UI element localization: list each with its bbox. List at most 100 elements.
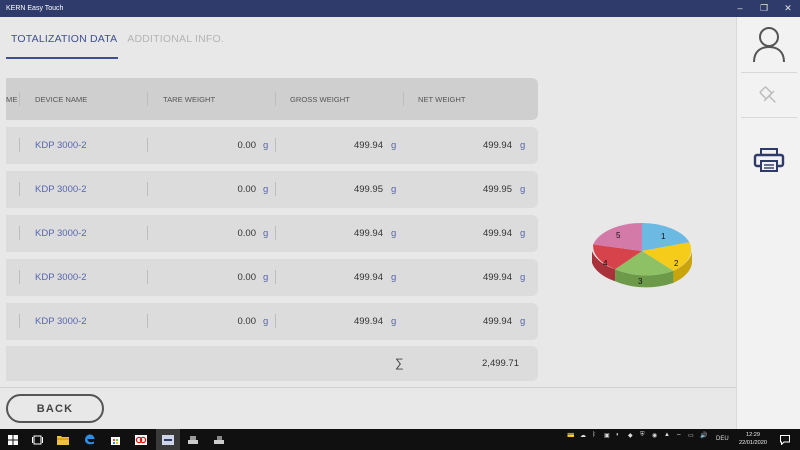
table-row[interactable]: KDP 3000-2 0.00 g 499.95 g 499.95 g: [6, 171, 538, 208]
language-indicator[interactable]: DEU: [716, 436, 729, 442]
gross-unit: g: [391, 272, 397, 283]
pie-label-3: 3: [638, 277, 643, 286]
column-separator: [19, 92, 20, 106]
column-header-tare: TARE WEIGHT: [163, 95, 216, 104]
total-net-weight: 2,499.71: [482, 358, 519, 369]
column-separator: [19, 270, 20, 284]
scale-app-2-icon: [214, 435, 224, 444]
net-unit: g: [520, 272, 526, 283]
gross-unit: g: [391, 316, 397, 327]
back-button[interactable]: BACK: [6, 394, 104, 423]
tab-totalization-data[interactable]: TOTALIZATION DATA: [11, 33, 118, 45]
tray-volume-icon[interactable]: 🔊: [700, 433, 708, 439]
tray-app-icon[interactable]: ◉: [652, 433, 658, 439]
tare-value: 0.00: [237, 272, 257, 283]
pie-label-2: 2: [674, 259, 679, 268]
scale-app-icon: [188, 435, 198, 444]
pie-slice-1: [642, 223, 690, 251]
pie-chart: 1 2 3 4 5: [592, 222, 692, 288]
scale-app-button[interactable]: [182, 429, 204, 450]
net-value: 499.94: [482, 316, 512, 327]
tare-unit: g: [263, 316, 269, 327]
red-app-button[interactable]: [130, 429, 152, 450]
tare-unit: g: [263, 272, 269, 283]
column-separator: [19, 226, 20, 240]
user-button[interactable]: [737, 25, 800, 63]
column-separator: [403, 92, 404, 106]
right-sidebar: [736, 17, 800, 429]
pin-button[interactable]: [737, 84, 800, 108]
clock-date: 22/01/2020: [739, 440, 767, 446]
gross-value: 499.94: [353, 228, 383, 239]
print-button[interactable]: [737, 147, 800, 173]
edge-button[interactable]: [78, 429, 100, 450]
device-name-link[interactable]: KDP 3000-2: [35, 316, 87, 327]
notification-center-button[interactable]: [776, 429, 794, 450]
table-row[interactable]: KDP 3000-2 0.00 g 499.94 g 499.94 g: [6, 303, 538, 340]
pie-label-4: 4: [603, 259, 608, 268]
table-row[interactable]: KDP 3000-2 0.00 g 499.94 g 499.94 g: [6, 215, 538, 252]
pie-label-1: 1: [661, 232, 666, 241]
net-unit: g: [520, 316, 526, 327]
column-separator: [275, 314, 276, 328]
tray-pay-icon[interactable]: 💳: [567, 433, 575, 439]
tray-app-icon[interactable]: ▲: [664, 432, 670, 438]
footer-divider: [0, 387, 736, 388]
active-tab-indicator: [6, 57, 118, 59]
gross-value: 499.94: [353, 316, 383, 327]
restore-button[interactable]: ❐: [759, 3, 769, 13]
column-header-net: NET WEIGHT: [418, 95, 466, 104]
tare-unit: g: [263, 228, 269, 239]
tray-shield-icon[interactable]: ⛨: [640, 432, 645, 438]
device-name-link[interactable]: KDP 3000-2: [35, 272, 87, 283]
main-area: TOTALIZATION DATA ADDITIONAL INFO. ME DE…: [0, 17, 736, 429]
column-separator: [147, 226, 148, 240]
tray-cloud-icon[interactable]: ☁: [580, 433, 586, 439]
pie-slice-5: [593, 222, 642, 251]
device-name-link[interactable]: KDP 3000-2: [35, 184, 87, 195]
pie-label-5: 5: [616, 231, 621, 240]
tray-network-icon[interactable]: ▣: [604, 433, 610, 439]
kern-easy-touch-icon: [162, 434, 174, 445]
net-unit: g: [520, 228, 526, 239]
minimize-button[interactable]: –: [737, 3, 743, 13]
notification-icon: [780, 434, 790, 445]
gross-value: 499.94: [353, 140, 383, 151]
task-view-icon: [31, 435, 43, 444]
table-row[interactable]: KDP 3000-2 0.00 g 499.94 g 499.94 g: [6, 127, 538, 164]
device-name-link[interactable]: KDP 3000-2: [35, 140, 87, 151]
tare-value: 0.00: [237, 228, 257, 239]
pie-side: [592, 251, 692, 288]
file-explorer-icon: [57, 435, 69, 445]
pie-slice-4: [593, 244, 642, 270]
tray-app-icon[interactable]: ◆: [628, 433, 633, 439]
tare-value: 0.00: [237, 140, 257, 151]
store-button[interactable]: [104, 429, 126, 450]
tray-app-icon[interactable]: ◐: [616, 432, 620, 438]
close-button[interactable]: ✕: [784, 3, 792, 13]
column-separator: [275, 270, 276, 284]
sum-icon: ∑: [395, 356, 404, 370]
gross-value: 499.95: [353, 184, 383, 195]
tray-wifi-icon[interactable]: ⌔: [676, 434, 682, 440]
total-row: ∑ 2,499.71: [6, 346, 538, 381]
device-name-link[interactable]: KDP 3000-2: [35, 228, 87, 239]
task-view-button[interactable]: [26, 429, 48, 450]
pie-side-2: [673, 251, 692, 283]
column-separator: [19, 182, 20, 196]
start-button[interactable]: [4, 429, 22, 450]
taskbar: 💳 ☁ ᛒ ▣ ◐ ◆ ⛨ ◉ ▲ ⌔ ▭ 🔊 DEU 12:29 22/01/…: [0, 429, 800, 450]
column-separator: [147, 92, 148, 106]
table-row[interactable]: KDP 3000-2 0.00 g 499.94 g 499.94 g: [6, 259, 538, 296]
clock[interactable]: 12:29 22/01/2020: [738, 431, 768, 447]
pie-slice-3: [615, 251, 674, 276]
scale-app-2-button[interactable]: [208, 429, 230, 450]
tray-battery-icon[interactable]: ▭: [688, 433, 694, 439]
tray-bluetooth-icon[interactable]: ᛒ: [592, 432, 596, 438]
file-explorer-button[interactable]: [52, 429, 74, 450]
column-separator: [275, 226, 276, 240]
tare-unit: g: [263, 140, 269, 151]
gross-unit: g: [391, 140, 397, 151]
tab-additional-info[interactable]: ADDITIONAL INFO.: [127, 33, 225, 45]
kern-easy-touch-taskbar-button[interactable]: [156, 429, 180, 450]
